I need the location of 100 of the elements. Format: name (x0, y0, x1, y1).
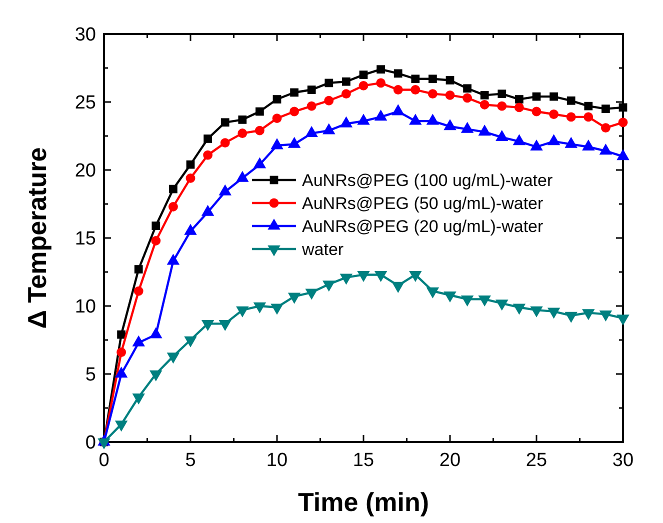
point (324, 96, 334, 106)
point (600, 123, 610, 133)
point (132, 393, 145, 404)
point (151, 236, 161, 246)
point (169, 184, 178, 194)
point (428, 74, 437, 84)
point (392, 282, 404, 293)
point (168, 202, 178, 212)
point (253, 302, 266, 314)
point (582, 309, 595, 320)
point (530, 306, 543, 318)
point (341, 89, 351, 99)
point (150, 370, 162, 382)
legend-label: water (301, 240, 344, 259)
point (238, 128, 248, 138)
x-tick-label: 10 (266, 450, 288, 471)
point (288, 292, 301, 304)
point (409, 271, 422, 282)
point (201, 320, 214, 332)
point (256, 107, 264, 116)
point (446, 76, 454, 84)
point (374, 271, 388, 282)
point (512, 304, 526, 315)
point (462, 93, 472, 103)
x-tick-label: 25 (526, 450, 548, 471)
point (480, 100, 490, 110)
point (496, 300, 508, 311)
point (254, 126, 264, 136)
y-tick-label: 20 (74, 160, 96, 182)
y-tick-label: 5 (85, 364, 96, 386)
point (564, 312, 578, 323)
point (376, 65, 385, 74)
point (566, 96, 576, 105)
point (322, 280, 336, 292)
point (444, 291, 456, 302)
point (324, 78, 334, 88)
point (152, 222, 160, 230)
point (342, 77, 350, 86)
point (584, 102, 593, 110)
point (238, 115, 247, 124)
point (410, 85, 420, 94)
point (290, 106, 300, 116)
point (550, 92, 558, 101)
point (186, 173, 196, 183)
point (184, 336, 197, 348)
point (426, 287, 440, 298)
point (393, 85, 403, 94)
y-tick-label: 25 (74, 92, 96, 114)
point (203, 150, 213, 160)
point (460, 296, 474, 307)
point (220, 138, 230, 148)
point (428, 89, 438, 99)
point (204, 134, 212, 143)
point (616, 314, 630, 326)
legend-label: AuNRs@PEG (20 ug/mL)-water (302, 216, 544, 236)
legend-label: AuNRs@PEG (50 ug/mL)-water (302, 194, 544, 213)
point (514, 102, 524, 112)
point (498, 90, 506, 98)
point (463, 84, 472, 93)
point (599, 310, 612, 322)
point (357, 271, 370, 282)
point (218, 320, 232, 332)
point (584, 112, 594, 122)
point (566, 112, 576, 122)
point (134, 265, 143, 274)
point (306, 101, 316, 111)
y-tick-label: 0 (85, 432, 96, 454)
x-tick-label: 30 (612, 450, 634, 471)
x-tick-label: 0 (98, 450, 110, 471)
point (359, 70, 368, 79)
point (497, 101, 507, 111)
point (114, 420, 128, 432)
point (220, 118, 230, 127)
point (98, 438, 110, 450)
point (618, 103, 628, 112)
point (305, 288, 318, 300)
point (186, 160, 195, 169)
point (376, 78, 386, 88)
x-tick-label: 15 (352, 450, 374, 471)
x-axis-title: Time (min) (298, 487, 429, 517)
point (602, 104, 610, 113)
x-tick-label: 20 (439, 450, 461, 471)
point (478, 296, 491, 307)
point (547, 308, 560, 319)
y-axis-title: Δ Temperature (22, 147, 52, 329)
point (134, 286, 144, 296)
point (236, 306, 249, 318)
point (307, 86, 316, 94)
point (532, 106, 542, 116)
y-tick-label: 10 (74, 296, 96, 318)
point (411, 74, 420, 84)
point (480, 91, 489, 100)
point (340, 274, 353, 285)
point (166, 352, 180, 364)
point (272, 95, 282, 104)
x-tick-label: 5 (185, 450, 196, 471)
point (394, 69, 402, 78)
y-tick-label: 15 (74, 228, 96, 250)
point (290, 88, 298, 97)
legend-label: AuNRs@PEG (100 ug/mL)-water (302, 170, 553, 190)
